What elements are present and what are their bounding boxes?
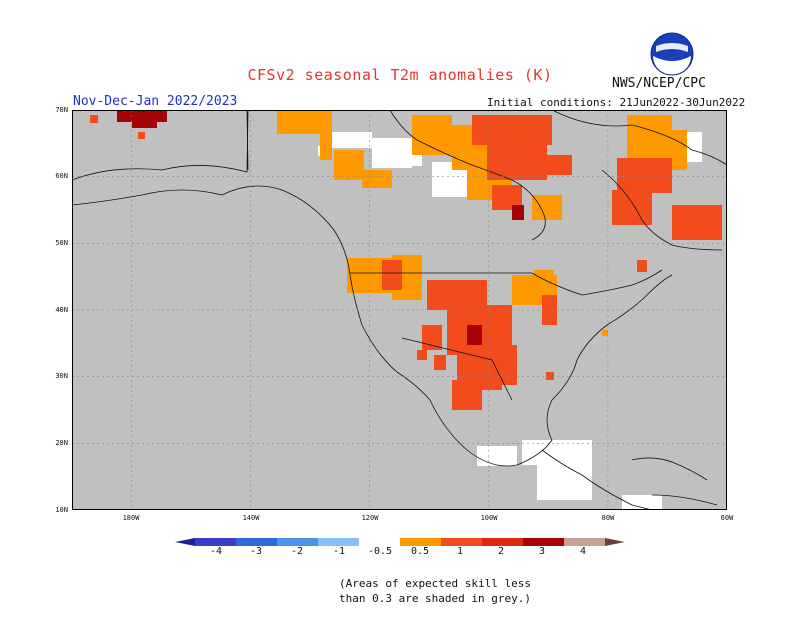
- lon-label: 100W: [480, 514, 498, 522]
- lat-label: 40N: [55, 306, 68, 314]
- skill-note-line: than 0.3 are shaded in grey.): [338, 592, 532, 605]
- colorbar-label: 2: [497, 546, 505, 557]
- season-label: Nov-Dec-Jan 2022/2023: [73, 94, 238, 109]
- colorbar-cell: [195, 538, 236, 546]
- colorbar-cell: [359, 538, 400, 546]
- colorbar-cell: [564, 538, 605, 546]
- lat-label: 20N: [55, 439, 68, 447]
- colorbar-label: -1: [332, 546, 346, 557]
- colorbar-label: 3: [538, 546, 546, 557]
- colorbar: [175, 538, 625, 546]
- agency-label: NWS/NCEP/CPC: [612, 76, 706, 91]
- lat-label: 70N: [55, 106, 68, 114]
- colorbar-label: -3: [249, 546, 263, 557]
- colorbar-cell: [441, 538, 482, 546]
- colorbar-cell: [236, 538, 277, 546]
- colorbar-label: -4: [209, 546, 223, 557]
- lat-label: 60N: [55, 172, 68, 180]
- coastlines: [72, 110, 727, 510]
- skill-note: (Areas of expected skill less than 0.3 a…: [0, 576, 800, 606]
- colorbar-cell: [523, 538, 564, 546]
- lat-label: 50N: [55, 239, 68, 247]
- colorbar-cell: [318, 538, 359, 546]
- colorbar-label: -2: [290, 546, 304, 557]
- lon-label: 140W: [242, 514, 260, 522]
- noaa-logo-icon: [650, 32, 694, 76]
- lon-label: 120W: [361, 514, 379, 522]
- colorbar-cell: [482, 538, 523, 546]
- skill-note-line: (Areas of expected skill less: [338, 577, 532, 590]
- colorbar-label: 4: [579, 546, 587, 557]
- map-title: CFSv2 seasonal T2m anomalies (K): [247, 66, 553, 84]
- colorbar-label: 0.5: [410, 546, 430, 557]
- lat-label: 10N: [55, 506, 68, 514]
- colorbar-cell: [400, 538, 441, 546]
- lon-label: 60W: [720, 514, 734, 522]
- graticule: [72, 110, 727, 510]
- colorbar-cell: [605, 538, 625, 546]
- initial-conditions-label: Initial conditions: 21Jun2022-30Jun2022: [487, 96, 746, 109]
- colorbar-cell: [175, 538, 195, 546]
- lat-label: 30N: [55, 372, 68, 380]
- lon-label: 180W: [122, 514, 140, 522]
- anomaly-map: [72, 110, 727, 510]
- lon-label: 80W: [601, 514, 615, 522]
- colorbar-cell: [277, 538, 318, 546]
- colorbar-label: -0.5: [367, 546, 393, 557]
- colorbar-label: 1: [456, 546, 464, 557]
- dark-red-patches: [117, 110, 524, 345]
